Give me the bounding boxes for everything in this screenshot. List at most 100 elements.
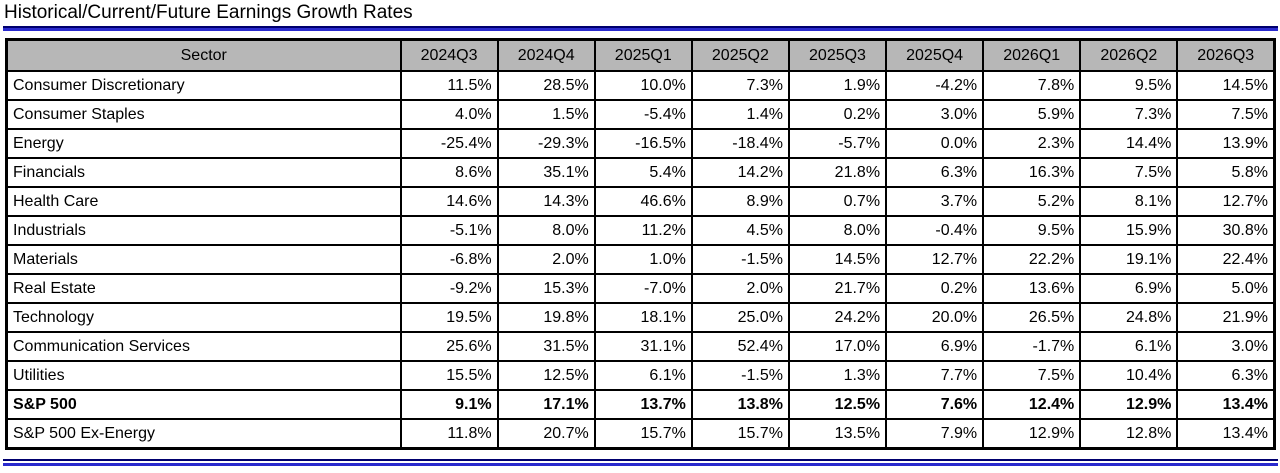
row-label: Utilities — [5, 360, 402, 391]
table-cell: 19.5% — [399, 302, 499, 333]
table-cell: 5.8% — [1176, 157, 1276, 188]
table-cell: -5.1% — [399, 215, 499, 246]
table-cell: 15.9% — [1079, 215, 1179, 246]
table-cell: 19.8% — [496, 302, 596, 333]
table-cell: 7.7% — [885, 360, 985, 391]
table-row: Health Care 14.6% 14.3% 46.6% 8.9% 0.7% 3.7% 5.… — [5, 186, 1276, 217]
row-label: S&P 500 Ex-Energy — [5, 418, 402, 450]
table-cell: 14.2% — [690, 157, 790, 188]
table-cell: -7.0% — [593, 273, 693, 304]
table-cell: 7.3% — [1079, 99, 1179, 130]
table-cell: 2.0% — [496, 244, 596, 275]
row-label: Technology — [5, 302, 402, 333]
table-header-row: Sector 2024Q3 2024Q4 2025Q1 2025Q2 2025Q3 2025… — [5, 38, 1276, 72]
table-cell: 14.4% — [1079, 128, 1179, 159]
row-label: Materials — [5, 244, 402, 275]
table-cell: 7.8% — [982, 70, 1082, 101]
table-cell: 7.3% — [690, 70, 790, 101]
table-cell: 35.1% — [496, 157, 596, 188]
table-cell: 13.8% — [690, 389, 790, 420]
table-cell: 15.5% — [399, 360, 499, 391]
table-cell: 26.5% — [982, 302, 1082, 333]
table-cell: 8.6% — [399, 157, 499, 188]
table-cell: 52.4% — [690, 331, 790, 362]
table-cell: 4.0% — [399, 99, 499, 130]
earnings-growth-table: Sector 2024Q3 2024Q4 2025Q1 2025Q2 2025Q3 2025… — [5, 38, 1276, 450]
table-cell: -29.3% — [496, 128, 596, 159]
table-cell: 13.9% — [1176, 128, 1276, 159]
table-cell: 24.2% — [787, 302, 888, 333]
table-cell: 6.3% — [885, 157, 985, 188]
table-row: Materials -6.8% 2.0% 1.0% -1.5% 14.5% 12.7% 22.… — [5, 244, 1276, 275]
table-cell: -0.4% — [885, 215, 985, 246]
row-label: Industrials — [5, 215, 402, 246]
column-header: 2024Q3 — [399, 38, 499, 72]
table-cell: 22.4% — [1176, 244, 1276, 275]
column-header: 2026Q3 — [1176, 38, 1276, 72]
table-row: Utilities 15.5% 12.5% 6.1% -1.5% 1.3% 7.7% 7.5%… — [5, 360, 1276, 391]
table-cell: 12.9% — [982, 418, 1082, 450]
table-cell: 46.6% — [593, 186, 693, 217]
table-row: S&P 500 9.1% 17.1% 13.7% 13.8% 12.5% 7.6% 12.4%… — [5, 389, 1276, 420]
table-cell: 14.3% — [496, 186, 596, 217]
table-cell: 13.6% — [982, 273, 1082, 304]
row-label: Consumer Staples — [5, 99, 402, 130]
table-cell: 15.3% — [496, 273, 596, 304]
table-cell: 11.2% — [593, 215, 693, 246]
table-cell: 7.5% — [982, 360, 1082, 391]
table-cell: 28.5% — [496, 70, 596, 101]
table-cell: 3.7% — [885, 186, 985, 217]
table-cell: -16.5% — [593, 128, 693, 159]
table-cell: 11.5% — [399, 70, 499, 101]
table-row: Consumer Staples 4.0% 1.5% -5.4% 1.4% 0.2% 3.0… — [5, 99, 1276, 130]
row-label: Real Estate — [5, 273, 402, 304]
table-cell: 0.0% — [885, 128, 985, 159]
bottom-double-rule — [3, 459, 1278, 466]
table-cell: 12.9% — [1079, 389, 1179, 420]
table-cell: 6.3% — [1176, 360, 1276, 391]
row-label: Communication Services — [5, 331, 402, 362]
table-cell: 8.0% — [496, 215, 596, 246]
column-header: Sector — [5, 38, 402, 72]
table-cell: -1.7% — [982, 331, 1082, 362]
table-cell: -1.5% — [690, 360, 790, 391]
table-cell: 11.8% — [399, 418, 499, 450]
row-label: Energy — [5, 128, 402, 159]
table-cell: 5.0% — [1176, 273, 1276, 304]
table-cell: 16.3% — [982, 157, 1082, 188]
table-row: S&P 500 Ex-Energy 11.8% 20.7% 15.7% 15.7% 13.… — [5, 418, 1276, 450]
table-cell: 12.8% — [1079, 418, 1179, 450]
row-label: Financials — [5, 157, 402, 188]
table-cell: 13.7% — [593, 389, 693, 420]
table-cell: 5.9% — [982, 99, 1082, 130]
table-cell: 0.2% — [885, 273, 985, 304]
table-cell: 8.0% — [787, 215, 888, 246]
column-header: 2026Q1 — [982, 38, 1082, 72]
row-label: Health Care — [5, 186, 402, 217]
table-cell: 7.5% — [1176, 99, 1276, 130]
table-cell: 10.0% — [593, 70, 693, 101]
table-row: Industrials -5.1% 8.0% 11.2% 4.5% 8.0% -0.4% 9.… — [5, 215, 1276, 246]
table-cell: 15.7% — [593, 418, 693, 450]
table-cell: 14.6% — [399, 186, 499, 217]
table-row: Financials 8.6% 35.1% 5.4% 14.2% 21.8% 6.3% 16.… — [5, 157, 1276, 188]
table-cell: 10.4% — [1079, 360, 1179, 391]
table-cell: 31.5% — [496, 331, 596, 362]
table-cell: -5.4% — [593, 99, 693, 130]
table-cell: 7.5% — [1079, 157, 1179, 188]
table-cell: -9.2% — [399, 273, 499, 304]
table-cell: 17.0% — [787, 331, 888, 362]
column-header: 2024Q4 — [496, 38, 596, 72]
table-cell: -6.8% — [399, 244, 499, 275]
table-cell: 22.2% — [982, 244, 1082, 275]
table-cell: 13.5% — [787, 418, 888, 450]
table-cell: 17.1% — [496, 389, 596, 420]
table-cell: 9.1% — [399, 389, 499, 420]
table-cell: 3.0% — [1176, 331, 1276, 362]
title-underline-rule — [3, 26, 1278, 31]
table-cell: 6.1% — [593, 360, 693, 391]
column-header: 2025Q2 — [690, 38, 790, 72]
table-row: Communication Services 25.6% 31.5% 31.1% 52.… — [5, 331, 1276, 362]
table-cell: 19.1% — [1079, 244, 1179, 275]
